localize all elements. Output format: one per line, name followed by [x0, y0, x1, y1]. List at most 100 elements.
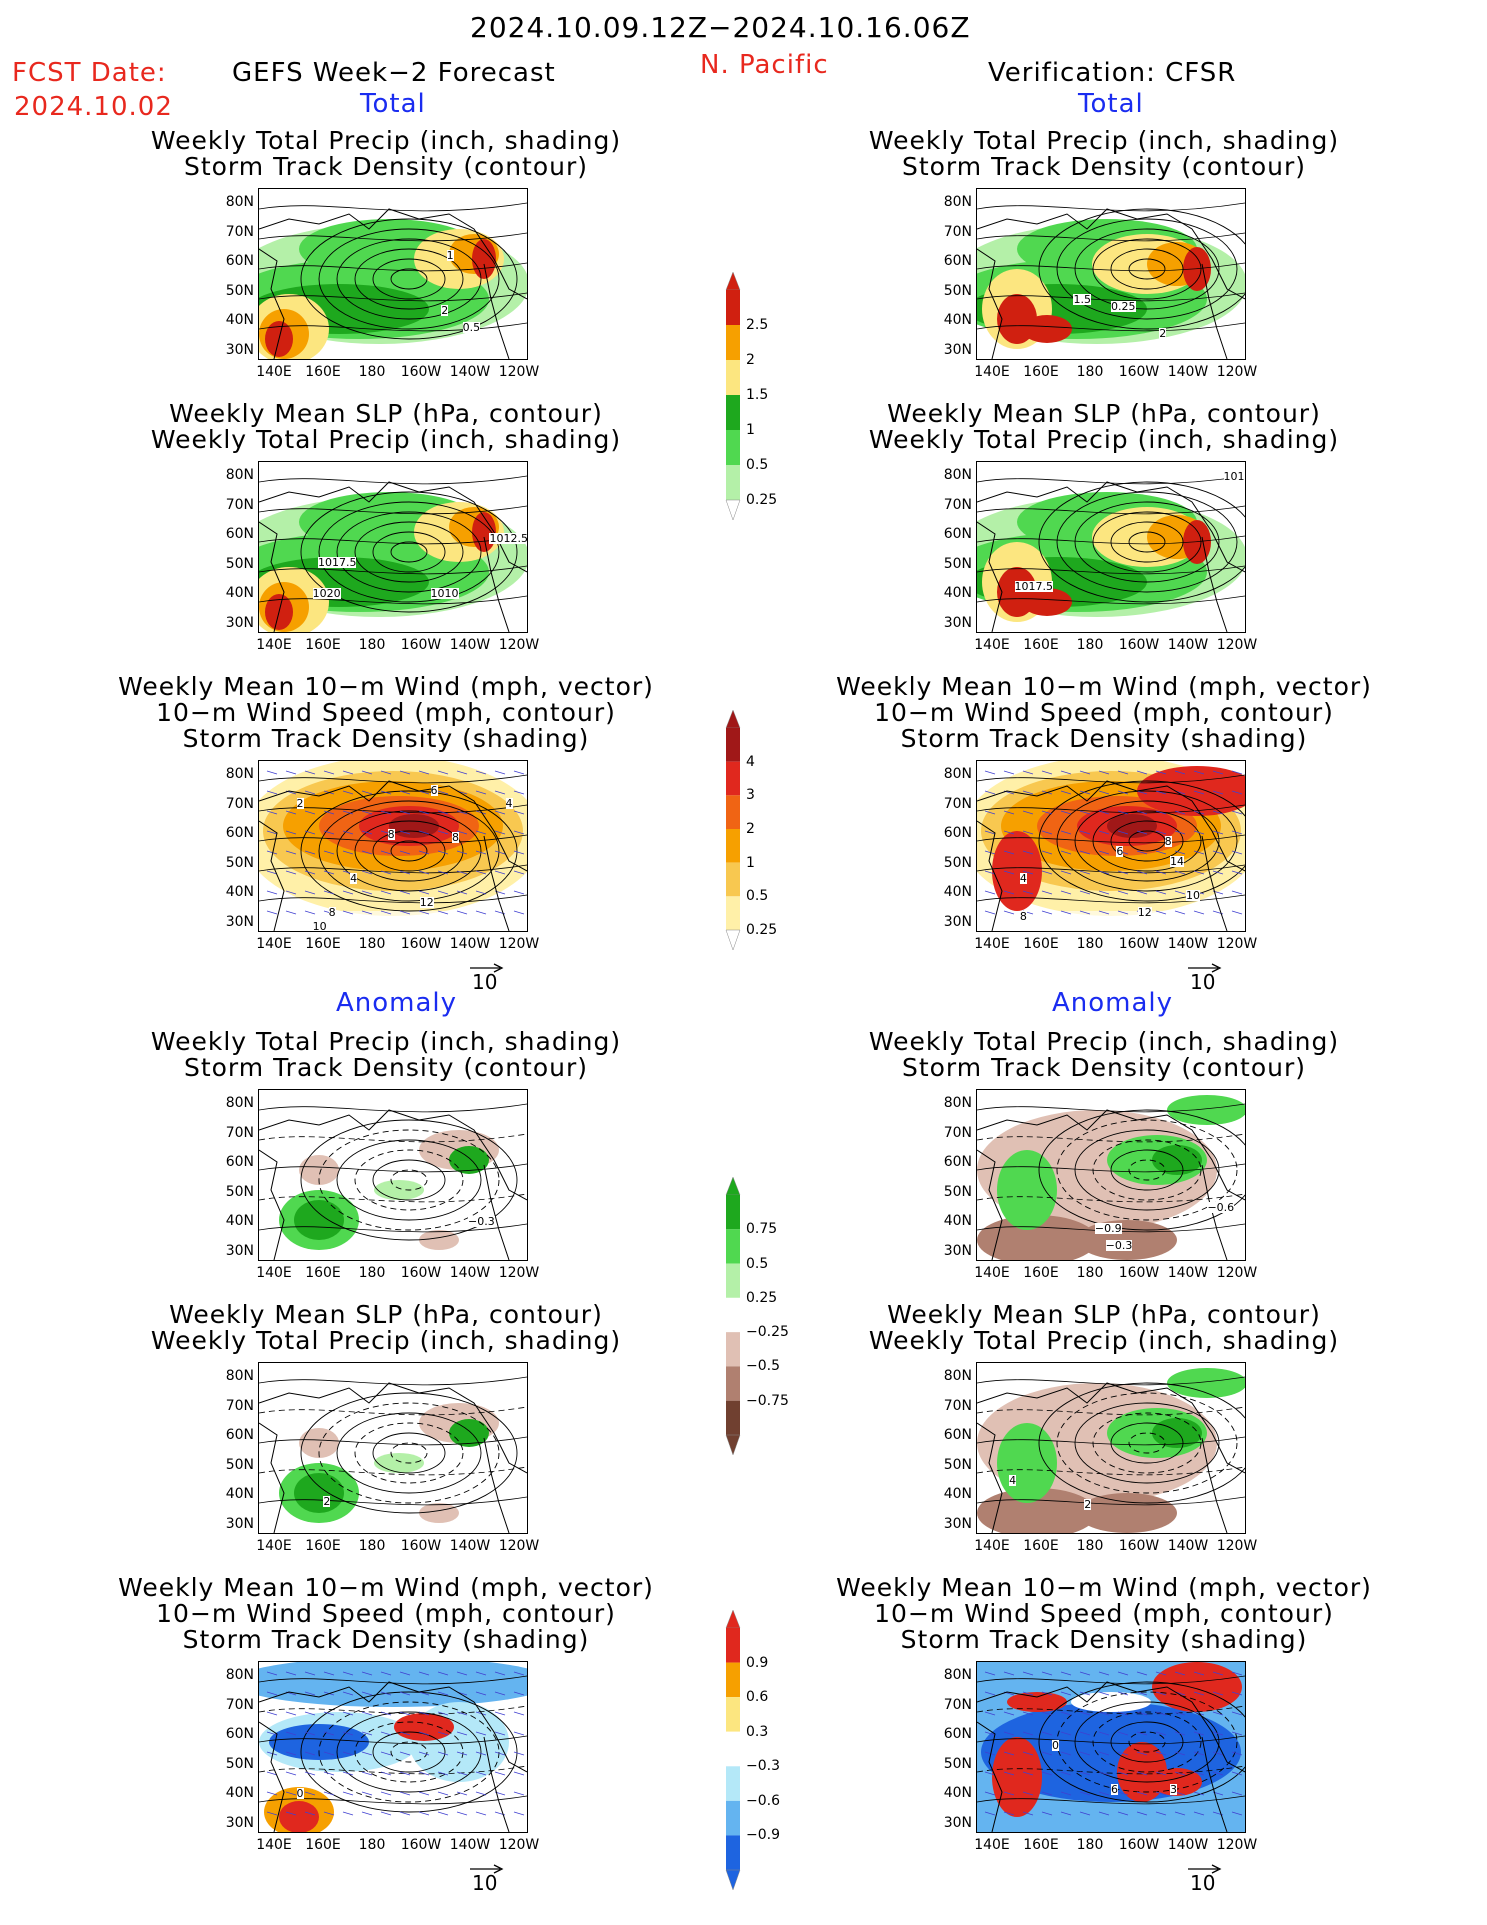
lon-tick-label: 120W — [1216, 364, 1258, 380]
contour-label: 1 — [446, 249, 454, 263]
lon-tick-label: 140W — [449, 1538, 491, 1554]
lon-tick-label: 140E — [974, 1837, 1010, 1853]
lon-tick-label: 120W — [1216, 637, 1258, 653]
contour-label: 6 — [430, 783, 438, 797]
lat-tick-label: 40N — [943, 312, 972, 328]
lon-tick-label: 140E — [974, 637, 1010, 653]
lat-tick-label: 60N — [225, 253, 254, 269]
panel-title-line: Weekly Mean SLP (hPa, contour) — [887, 399, 1321, 428]
lat-tick-label: 80N — [225, 766, 254, 782]
lat-tick-label: 80N — [943, 1368, 972, 1384]
contour-label: 10 — [1186, 889, 1201, 903]
lat-tick-label: 70N — [225, 1124, 254, 1141]
lat-tick-label: 70N — [225, 223, 254, 240]
lat-tick-label: 50N — [943, 1755, 972, 1772]
colorbar-label: 0.25 — [746, 1289, 778, 1306]
lon-tick-label: 160W — [400, 1837, 442, 1853]
colorbar-label: 2 — [746, 352, 755, 368]
contour-label: 0 — [296, 1786, 304, 1800]
lat-tick-label: 40N — [943, 884, 972, 900]
lon-tick-label: 160E — [305, 936, 341, 952]
contour-label: 6 — [1116, 845, 1124, 858]
panel-title-line: Weekly Total Precip (inch, shading) — [868, 1326, 1340, 1355]
panel-title-line: Storm Track Density (shading) — [900, 724, 1308, 753]
lat-tick-label: 80N — [943, 1095, 972, 1111]
panel-title-line: Storm Track Density (contour) — [901, 1053, 1307, 1082]
lon-tick-label: 140W — [1167, 364, 1209, 380]
panel-title-line: Storm Track Density (shading) — [900, 1625, 1308, 1654]
panel-title-line: Weekly Total Precip (inch, shading) — [150, 126, 622, 155]
lon-tick-label: 120W — [498, 364, 540, 380]
contour-label: 2 — [1159, 327, 1167, 341]
lon-tick-label: 180 — [358, 1265, 386, 1281]
lat-tick-label: 40N — [225, 1785, 254, 1801]
lon-tick-label: 120W — [1216, 1837, 1258, 1853]
lat-tick-label: 70N — [225, 1696, 254, 1713]
lon-tick-label: 180 — [358, 1837, 386, 1853]
lon-tick-label: 180 — [1076, 637, 1104, 653]
colorbar-label: 1 — [746, 854, 755, 871]
lon-tick-label: 140W — [449, 936, 491, 952]
lat-tick-label: 80N — [225, 467, 254, 483]
lat-tick-label: 40N — [225, 312, 254, 328]
lat-tick-label: 80N — [225, 194, 254, 210]
panel-title-line: Weekly Mean 10−m Wind (mph, vector) — [836, 1573, 1372, 1602]
lon-tick-label: 160E — [1023, 1837, 1059, 1853]
vector-reference-value: 10 — [472, 1871, 498, 1895]
colorbar-label: 0.25 — [746, 492, 778, 508]
vector-reference-value: 10 — [1190, 1871, 1216, 1895]
contour-label: 8 — [387, 828, 395, 841]
lat-tick-label: 70N — [943, 1696, 972, 1713]
colorbar-label: 2.5 — [746, 317, 769, 333]
lat-tick-label: 40N — [943, 1486, 972, 1502]
vector-reference-value: 10 — [472, 970, 498, 994]
contour-label: 8 — [1164, 834, 1172, 848]
contour-label: 2 — [323, 1494, 331, 1508]
lon-tick-label: 160E — [1023, 1265, 1059, 1281]
lon-tick-label: 140W — [1167, 1538, 1209, 1554]
lat-tick-label: 60N — [943, 253, 972, 269]
lon-tick-label: 160W — [1118, 364, 1160, 380]
lat-tick-label: 70N — [943, 1397, 972, 1414]
date-range: 2024.10.09.12Z−2024.10.16.06Z — [470, 11, 971, 44]
panel-title-line: 10−m Wind Speed (mph, contour) — [874, 1599, 1334, 1628]
lat-tick-label: 70N — [943, 1124, 972, 1141]
lon-tick-label: 160W — [400, 1265, 442, 1281]
lon-tick-label: 160E — [305, 364, 341, 380]
lon-tick-label: 180 — [358, 364, 386, 380]
lat-tick-label: 80N — [225, 1368, 254, 1384]
panel-title-line: Weekly Total Precip (inch, shading) — [868, 425, 1340, 454]
colorbar-label: 0.6 — [746, 1689, 769, 1706]
lat-tick-label: 30N — [225, 614, 254, 631]
contour-label: 1.5 — [1073, 293, 1091, 307]
lon-tick-label: 160W — [1118, 1538, 1160, 1554]
panel-title-line: Weekly Mean 10−m Wind (mph, vector) — [118, 1573, 654, 1602]
lon-tick-label: 160W — [1118, 1837, 1160, 1853]
contour-label: 14 — [1169, 855, 1184, 869]
contour-label: 4 — [350, 872, 358, 886]
vector-reference-value: 10 — [1190, 970, 1216, 994]
contour-label: 8 — [328, 906, 336, 920]
lat-tick-label: 80N — [943, 1667, 972, 1683]
colorbar-label: −0.5 — [746, 1358, 780, 1375]
lat-tick-label: 70N — [943, 223, 972, 240]
colorbar-label: 0.3 — [746, 1723, 769, 1740]
lat-tick-label: 50N — [943, 854, 972, 871]
lat-tick-label: 30N — [943, 614, 972, 631]
colorbar-label: 0.9 — [746, 1654, 769, 1671]
contour-label: 0.25 — [1111, 300, 1136, 314]
lon-tick-label: 180 — [1076, 1538, 1104, 1554]
colorbar-label: 1.5 — [746, 387, 769, 403]
contour-label: 4 — [1019, 872, 1027, 886]
forecast-map-pa: −0.3 — [258, 1089, 528, 1261]
forecast-total-label: Total — [360, 89, 426, 119]
colorbar-label: −0.75 — [746, 1392, 789, 1409]
lon-tick-label: 140E — [974, 936, 1010, 952]
panel-title-line: Weekly Total Precip (inch, shading) — [868, 126, 1340, 155]
lat-tick-label: 30N — [225, 1814, 254, 1831]
lon-tick-label: 160E — [305, 637, 341, 653]
lon-tick-label: 140W — [1167, 936, 1209, 952]
lon-tick-label: 120W — [1216, 1265, 1258, 1281]
lon-tick-label: 120W — [498, 1837, 540, 1853]
panel-title-line: 10−m Wind Speed (mph, contour) — [874, 698, 1334, 727]
